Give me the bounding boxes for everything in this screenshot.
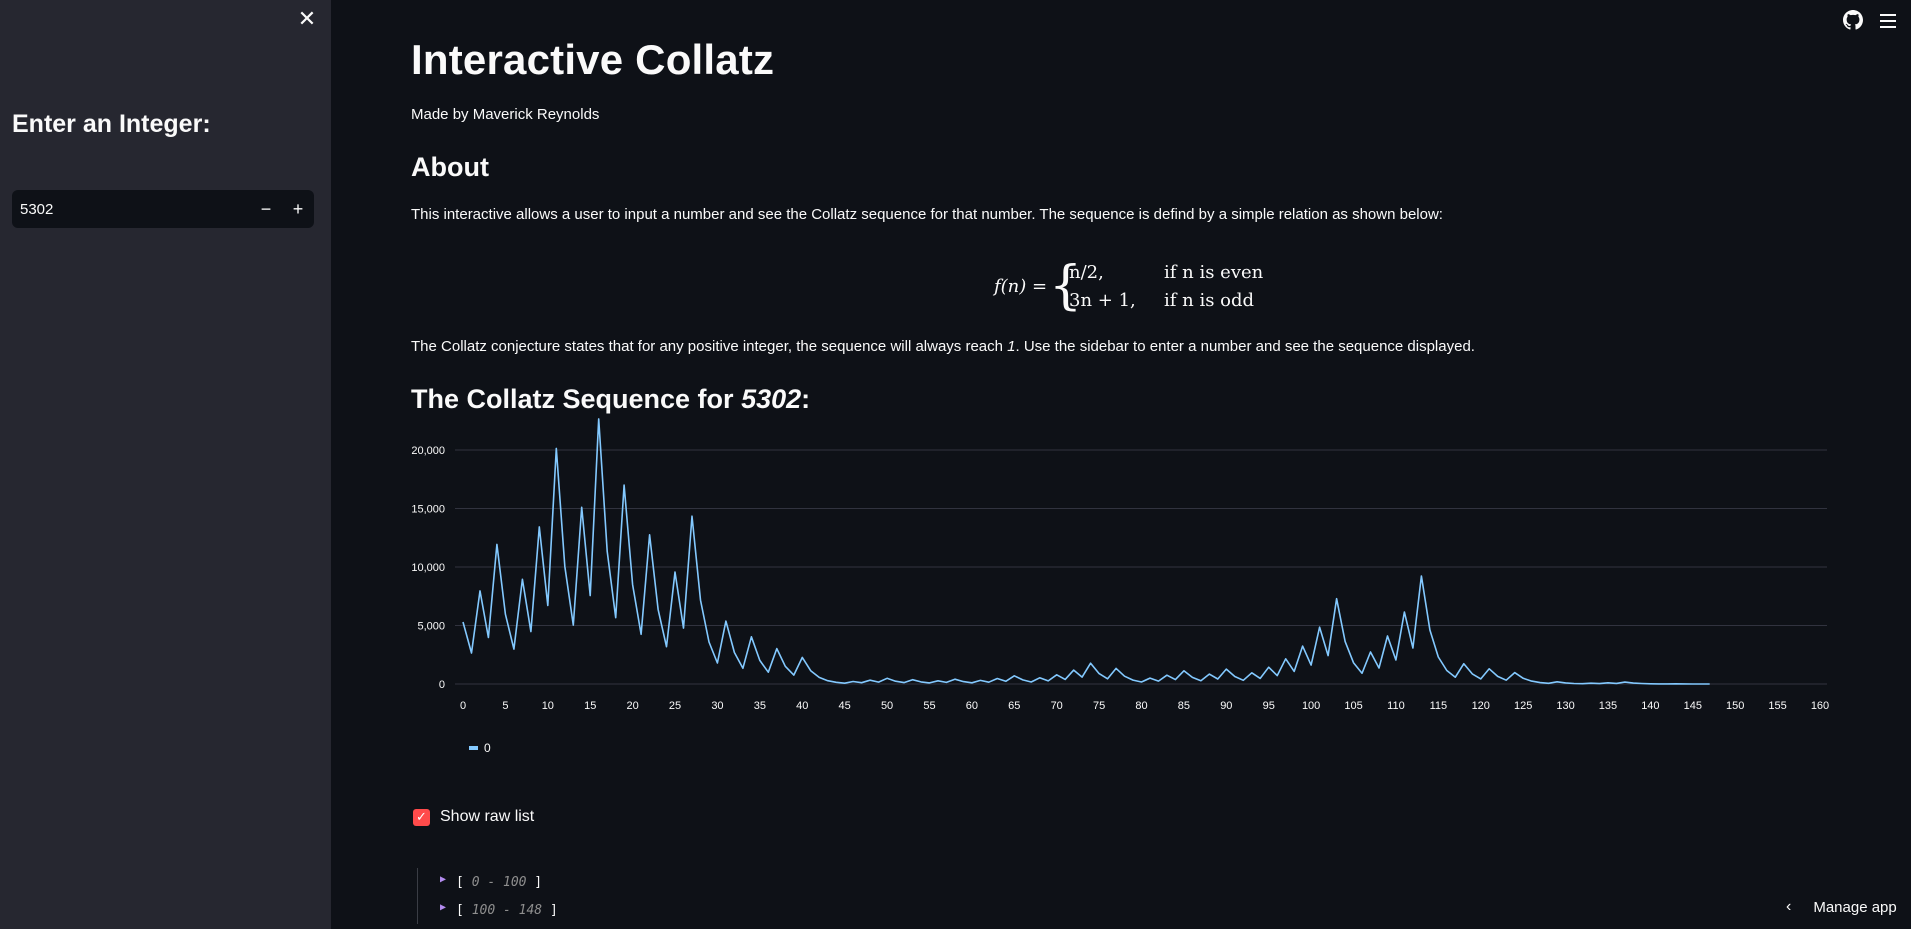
about-heading: About [411, 152, 489, 182]
y-tick-label: 0 [439, 679, 445, 691]
y-tick-label: 5,000 [417, 621, 445, 633]
raw-range-row-1[interactable]: ▶ [ 100 - 148 ] [440, 896, 558, 924]
formula-brace: { [1049, 256, 1083, 316]
x-tick-label: 65 [1008, 700, 1020, 712]
conjecture-text-pre: The Collatz conjecture states that for a… [411, 338, 1008, 355]
x-tick-label: 160 [1811, 700, 1829, 712]
y-tick-label: 20,000 [411, 445, 445, 457]
x-tick-label: 115 [1430, 700, 1448, 712]
integer-number-input[interactable]: 5302 − + [12, 190, 314, 228]
sequence-heading: The Collatz Sequence for 5302: [411, 384, 810, 415]
x-tick-label: 140 [1641, 700, 1659, 712]
show-raw-list-label: Show raw list [440, 808, 535, 825]
formula-case-even: n/2, [1069, 262, 1104, 283]
x-tick-label: 50 [881, 700, 893, 712]
bracket-open: [ [456, 902, 472, 918]
conjecture-text-post: . Use the sidebar to enter a number and … [1015, 338, 1475, 355]
y-tick-label: 15,000 [411, 504, 445, 516]
collatz-formula: f(n) = { n/2, 3n + 1, if n is even if n … [994, 256, 1314, 320]
formula-case-odd: 3n + 1, [1069, 290, 1136, 311]
x-tick-label: 130 [1556, 700, 1574, 712]
x-tick-label: 100 [1302, 700, 1320, 712]
sidebar: ✕ Enter an Integer: 5302 − + [0, 0, 331, 929]
legend-label: 0 [484, 741, 491, 755]
page-title: Interactive Collatz [411, 36, 775, 83]
legend-swatch [469, 746, 478, 750]
sequence-heading-suffix: : [801, 384, 811, 414]
integer-input-value[interactable]: 5302 [20, 200, 54, 218]
raw-range-label: 100 - 148 [471, 902, 543, 918]
x-tick-label: 75 [1093, 700, 1105, 712]
expand-triangle-icon[interactable]: ▶ [440, 901, 447, 913]
x-tick-label: 0 [460, 700, 466, 712]
chevron-left-icon: ‹ [1786, 898, 1792, 915]
x-tick-label: 105 [1344, 700, 1362, 712]
hamburger-menu-icon[interactable] [1878, 10, 1898, 30]
sequence-heading-number: 5302 [741, 384, 802, 414]
sequence-heading-prefix: The Collatz Sequence for [411, 384, 742, 414]
x-tick-label: 25 [669, 700, 681, 712]
x-tick-label: 155 [1768, 700, 1786, 712]
formula-cond-even: if n is even [1164, 262, 1264, 283]
y-tick-label: 10,000 [411, 562, 445, 574]
bracket-open: [ [456, 874, 472, 890]
x-tick-label: 120 [1472, 700, 1490, 712]
bracket-close: ] [526, 874, 543, 890]
x-tick-label: 85 [1178, 700, 1190, 712]
manage-app-button[interactable]: ‹ Manage app [1786, 898, 1897, 916]
x-tick-label: 110 [1387, 700, 1405, 712]
x-tick-label: 40 [796, 700, 808, 712]
x-tick-label: 10 [542, 700, 554, 712]
x-tick-label: 30 [711, 700, 723, 712]
sidebar-heading: Enter an Integer: [12, 110, 211, 138]
github-icon[interactable] [1843, 10, 1863, 30]
formula-lhs: f(n) = [994, 276, 1048, 297]
byline: Made by Maverick Reynolds [411, 106, 600, 123]
increment-button[interactable]: + [292, 198, 304, 219]
x-tick-label: 80 [1135, 700, 1147, 712]
x-tick-label: 90 [1220, 700, 1232, 712]
about-text: This interactive allows a user to input … [411, 206, 1443, 223]
x-tick-label: 55 [923, 700, 935, 712]
x-tick-label: 20 [627, 700, 639, 712]
raw-list-viewer: ▶ [ 0 - 100 ] ▶ [ 100 - 148 ] [417, 868, 558, 924]
bracket-close: ] [542, 902, 558, 918]
x-tick-label: 45 [839, 700, 851, 712]
expand-triangle-icon[interactable]: ▶ [440, 873, 447, 885]
x-tick-label: 5 [502, 700, 508, 712]
x-tick-label: 95 [1263, 700, 1275, 712]
conjecture-one: 1 [1007, 338, 1016, 355]
close-icon[interactable]: ✕ [297, 6, 317, 31]
series-line [462, 418, 1710, 685]
x-tick-label: 125 [1514, 700, 1532, 712]
raw-range-row-0[interactable]: ▶ [ 0 - 100 ] [440, 868, 558, 896]
show-raw-list-checkbox[interactable]: ✓ Show raw list [413, 808, 534, 826]
manage-app-label: Manage app [1813, 898, 1897, 916]
x-tick-label: 135 [1599, 700, 1617, 712]
x-tick-label: 35 [754, 700, 766, 712]
x-tick-label: 70 [1051, 700, 1063, 712]
decrement-button[interactable]: − [260, 198, 272, 219]
x-tick-label: 150 [1726, 700, 1744, 712]
x-tick-label: 60 [966, 700, 978, 712]
x-tick-label: 145 [1684, 700, 1702, 712]
formula-cond-odd: if n is odd [1164, 290, 1255, 311]
checkbox-checked-icon[interactable]: ✓ [413, 808, 430, 826]
conjecture-text: The Collatz conjecture states that for a… [411, 338, 1811, 355]
raw-range-label: 0 - 100 [471, 874, 527, 890]
x-tick-label: 15 [584, 700, 596, 712]
